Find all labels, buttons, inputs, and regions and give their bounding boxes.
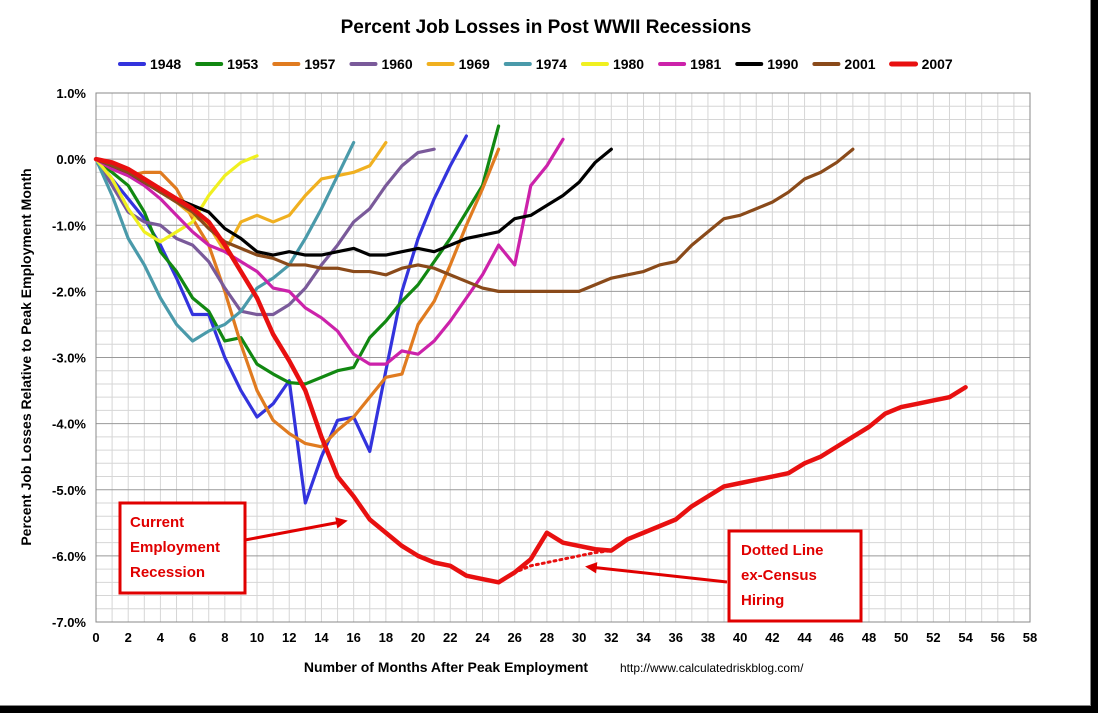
x-tick-label: 50 — [894, 630, 908, 645]
y-tick-label: -5.0% — [52, 483, 86, 498]
series-layer — [93, 124, 968, 585]
y-tick-label: -2.0% — [52, 284, 86, 299]
callout-arrow-line — [590, 565, 728, 584]
y-tick-label: -3.0% — [52, 351, 86, 366]
x-tick-label: 46 — [830, 630, 844, 645]
legend-label: 1969 — [459, 56, 490, 72]
x-tick-label: 26 — [507, 630, 521, 645]
x-tick-label: 52 — [926, 630, 940, 645]
legend-item-1957: 1957 — [272, 56, 336, 72]
x-tick-label: 12 — [282, 630, 296, 645]
legend-item-1960: 1960 — [349, 56, 413, 72]
x-tick-label: 6 — [189, 630, 196, 645]
callout-box — [118, 501, 247, 595]
callout-text-line: Employment — [130, 539, 220, 556]
x-tick-label: 16 — [346, 630, 360, 645]
chart-title: Percent Job Losses in Post WWII Recessio… — [341, 17, 752, 38]
series-line-1981 — [94, 137, 565, 366]
x-tick-label: 44 — [797, 630, 812, 645]
x-tick-label: 28 — [540, 630, 554, 645]
callout-dotted-line-ex-census: Dotted Line ex-Census Hiring — [585, 529, 863, 623]
legend-item-1974: 1974 — [503, 56, 567, 72]
legend-item-1980: 1980 — [580, 56, 644, 72]
legend-item-1948: 1948 — [118, 56, 181, 72]
callout-text-line: Hiring — [741, 592, 784, 609]
series-line-1980 — [94, 154, 259, 244]
y-tick-label: -1.0% — [52, 218, 86, 233]
y-tick-label: -4.0% — [52, 417, 86, 432]
annotation-layer: Current Employment Recession Dotted Line ex-… — [118, 501, 863, 623]
series-2007-dotted-segment — [497, 549, 613, 584]
legend: 1948 1953 1957 1960 1969 1974 1980 1981 1990 2001… — [118, 56, 953, 72]
legend-label: 1960 — [381, 56, 412, 72]
x-tick-label: 2 — [125, 630, 132, 645]
x-tick-label: 18 — [379, 630, 393, 645]
legend-item-1990: 1990 — [735, 56, 799, 72]
legend-label: 1957 — [304, 56, 335, 72]
plot-border — [95, 92, 1031, 623]
legend-label: 1980 — [613, 56, 644, 72]
x-tick-label: 40 — [733, 630, 747, 645]
legend-item-1953: 1953 — [195, 56, 259, 72]
x-tick-label: 34 — [636, 630, 651, 645]
y-axis-label: Percent Job Losses Relative to Peak Empl… — [18, 168, 34, 545]
callout-current-employment-recession: Current Employment Recession — [118, 501, 348, 595]
legend-item-1981: 1981 — [658, 56, 721, 72]
x-tick-label: 48 — [862, 630, 876, 645]
x-tick-label: 22 — [443, 630, 457, 645]
callout-arrow-line — [244, 520, 343, 542]
x-tick-label: 20 — [411, 630, 425, 645]
callout-text-line: Current — [130, 514, 184, 531]
callout-box — [727, 529, 863, 623]
x-tick-label: 24 — [475, 630, 490, 645]
x-tick-label: 58 — [1023, 630, 1037, 645]
x-axis-label: Number of Months After Peak Employment — [304, 659, 589, 675]
x-tick-label: 32 — [604, 630, 618, 645]
legend-label: 2001 — [844, 56, 875, 72]
legend-label: 1981 — [690, 56, 721, 72]
legend-item-2001: 2001 — [812, 56, 876, 72]
series-line-1957 — [94, 147, 501, 449]
x-tick-label: 38 — [701, 630, 715, 645]
x-tick-label: 54 — [958, 630, 973, 645]
x-tick-label: 36 — [668, 630, 682, 645]
x-tick-label: 42 — [765, 630, 779, 645]
callout-text-line: Dotted Line — [741, 542, 824, 559]
legend-label: 1948 — [150, 56, 181, 72]
callout-arrow-head — [585, 562, 598, 574]
legend-item-1969: 1969 — [426, 56, 490, 72]
source-url: http://www.calculatedriskblog.com/ — [620, 661, 804, 675]
x-tick-label: 56 — [991, 630, 1005, 645]
legend-label: 1974 — [536, 56, 567, 72]
x-tick-label: 30 — [572, 630, 586, 645]
series-line-1953 — [94, 124, 501, 386]
y-tick-label: 1.0% — [56, 86, 86, 101]
legend-item-2007: 2007 — [889, 56, 953, 72]
x-tick-label: 8 — [221, 630, 228, 645]
legend-label: 1953 — [227, 56, 258, 72]
axes: 0 2 4 6 8 10 12 14 16 18 20 22 24 26 28 30 32 34 36 38 40 42 4… — [52, 86, 1037, 645]
series-line-2007 — [93, 156, 968, 585]
legend-label: 2007 — [922, 56, 953, 72]
y-tick-label: -7.0% — [52, 615, 86, 630]
callout-text-line: ex-Census — [741, 567, 817, 584]
x-tick-label: 14 — [314, 630, 329, 645]
callout-text-line: Recession — [130, 564, 205, 581]
y-tick-label: -6.0% — [52, 549, 86, 564]
x-tick-label: 4 — [157, 630, 165, 645]
x-tick-label: 10 — [250, 630, 264, 645]
x-tick-label: 0 — [92, 630, 99, 645]
series-line-1974 — [94, 140, 356, 343]
callout-arrow-head — [335, 517, 348, 529]
legend-label: 1990 — [767, 56, 798, 72]
y-tick-label: 0.0% — [56, 152, 86, 167]
